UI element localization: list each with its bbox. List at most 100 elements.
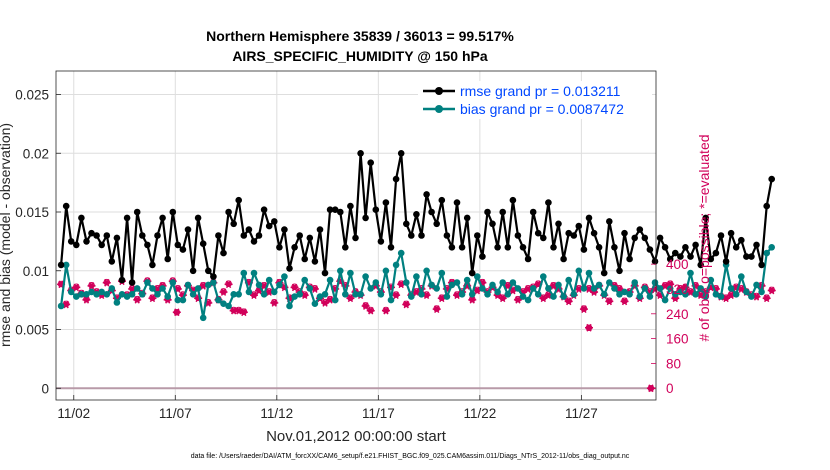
y-tick-label: 0.01 (23, 264, 49, 279)
bias-point (123, 293, 131, 300)
obs-star-core (174, 309, 180, 315)
y2-tick-label: 0 (666, 381, 674, 396)
rmse-point (235, 196, 242, 204)
bias-point (397, 249, 405, 257)
bias-point (692, 291, 699, 298)
rmse-point (423, 191, 430, 198)
x-tick-label: 11/22 (463, 406, 496, 421)
obs-star-core (220, 289, 227, 295)
bias-point (57, 302, 65, 310)
bias-point (656, 285, 664, 292)
obs-star-core (687, 289, 694, 295)
rmse-point (529, 208, 537, 216)
bias-point (611, 285, 618, 292)
bias-point (555, 281, 562, 289)
rmse-point (651, 258, 659, 265)
bias-point (748, 293, 755, 300)
bias-point (651, 279, 659, 286)
rmse-point (230, 220, 237, 228)
bias-point (661, 296, 669, 304)
rmse-point (753, 241, 760, 249)
rmse-point (225, 208, 232, 216)
rmse-point (306, 234, 314, 242)
bias-point (509, 279, 517, 286)
obs-star-core (764, 295, 770, 301)
obs-star-core (104, 280, 110, 286)
bias-point (672, 291, 679, 298)
bias-point (286, 302, 293, 310)
obs-evaluated-marker (513, 295, 522, 304)
obs-star-core (723, 295, 729, 301)
obs-star-core (73, 284, 79, 291)
x-tick-label: 11/17 (362, 406, 395, 421)
rmse-point (205, 267, 212, 275)
obs-star-core (505, 283, 511, 289)
rmse-point (240, 232, 248, 239)
obs-evaluated-marker (402, 300, 411, 309)
rmse-point (352, 234, 359, 242)
rmse-point (468, 269, 476, 277)
rmse-point (509, 196, 517, 204)
bias-point (666, 285, 674, 292)
bias-point (164, 293, 171, 300)
rmse-point (123, 214, 131, 222)
rmse-point (271, 218, 278, 225)
bias-point (484, 291, 491, 298)
rmse-point (555, 220, 562, 228)
bias-point (144, 279, 151, 286)
bias-point (468, 291, 476, 298)
bias-point (580, 285, 588, 292)
rmse-point (113, 234, 121, 242)
rmse-point (215, 232, 222, 239)
rmse-point (682, 244, 689, 251)
rmse-point (88, 229, 95, 237)
obs-star-core (291, 284, 298, 291)
bias-point (585, 269, 593, 277)
rmse-point (382, 199, 390, 206)
rmse-point (717, 232, 725, 239)
bias-point (169, 279, 177, 286)
rmse-point (494, 244, 501, 251)
bias-point (159, 285, 166, 292)
bias-point (433, 285, 441, 292)
obs-star-core (434, 306, 440, 312)
bias-point (73, 293, 80, 300)
chart-title-line2: AIRS_SPECIFIC_HUMIDITY @ 150 hPa (232, 48, 488, 64)
bias-series (57, 244, 775, 322)
obs-star-core (83, 297, 90, 303)
obs-star-core (550, 283, 557, 289)
y2-axis-ticks: 0 80 160 240 320 400 (651, 257, 689, 396)
obs-star-core (271, 300, 277, 306)
bias-point (271, 288, 278, 296)
obs-star-core (566, 298, 572, 304)
obs-star-core (149, 295, 156, 301)
rmse-point (738, 236, 745, 244)
bias-point (606, 279, 613, 286)
rmse-point (575, 222, 583, 230)
bias-point (595, 281, 603, 289)
bias-point (331, 296, 339, 304)
bias-point (682, 291, 689, 298)
bias-point (199, 314, 207, 322)
legend-rmse-marker (435, 87, 443, 95)
bias-point (616, 291, 623, 298)
y2-tick-label: 320 (666, 282, 689, 297)
y-tick-label: 0.02 (23, 146, 49, 161)
obs-star-core (241, 309, 247, 315)
rmse-point (727, 229, 735, 237)
rmse-point (73, 241, 80, 249)
obs-star-core (469, 297, 475, 303)
obs-evaluated-marker (620, 297, 629, 306)
bias-point (98, 288, 105, 296)
bias-point (758, 288, 765, 296)
bias-point (316, 293, 324, 300)
obs-evaluated-marker (432, 305, 441, 313)
rmse-point (321, 269, 329, 277)
rmse-point (159, 214, 166, 222)
obs-star-core (322, 300, 328, 306)
obs-evaluated-marker (564, 297, 573, 306)
bias-point (387, 296, 395, 304)
obs-evaluated-marker (224, 280, 233, 289)
rmse-point (702, 214, 709, 222)
y2-tick-label: 160 (666, 332, 689, 347)
